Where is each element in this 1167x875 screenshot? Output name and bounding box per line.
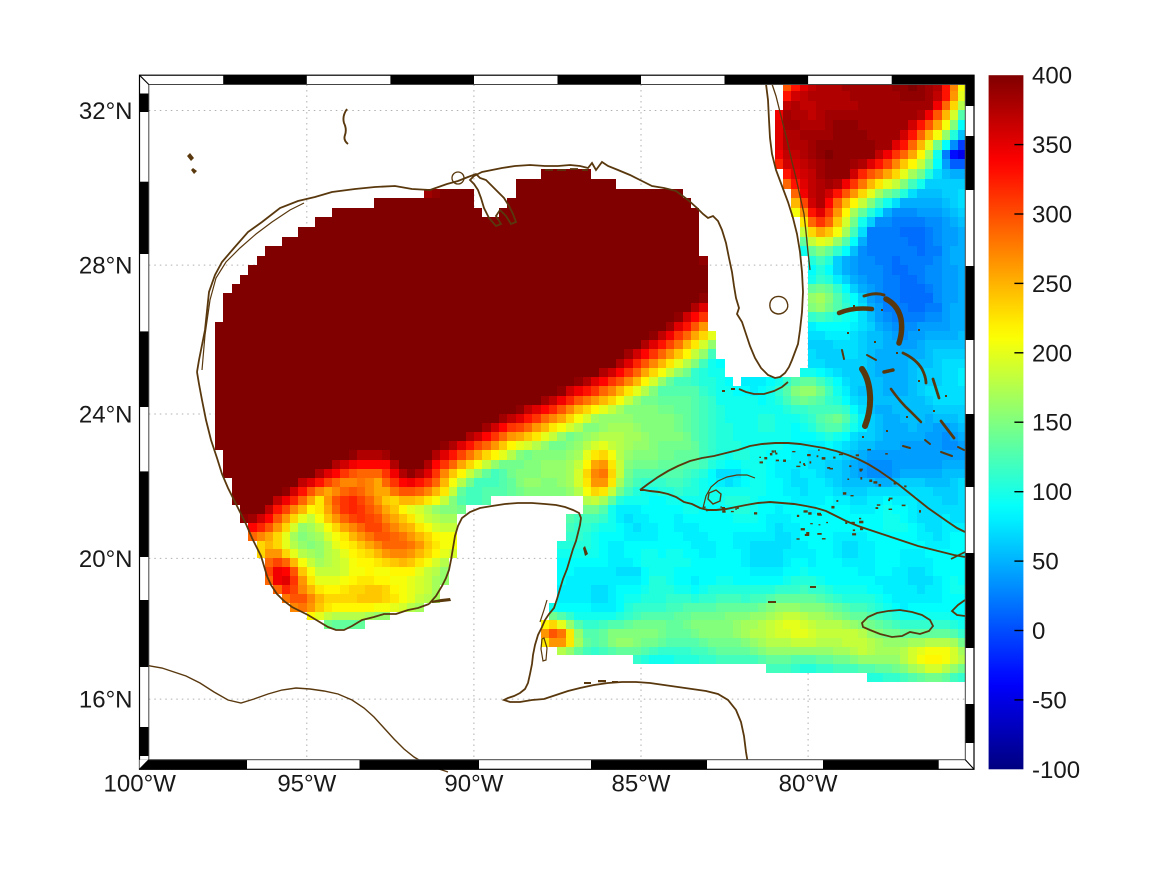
svg-text:250: 250 [1032,271,1072,298]
svg-text:-100: -100 [1032,757,1080,784]
svg-text:0: 0 [1032,618,1045,645]
svg-text:100: 100 [1032,479,1072,506]
svg-text:95°W: 95°W [277,771,336,798]
svg-text:150: 150 [1032,410,1072,437]
svg-text:32°N: 32°N [79,98,133,125]
svg-text:50: 50 [1032,549,1059,576]
svg-text:80°W: 80°W [779,771,838,798]
svg-text:350: 350 [1032,132,1072,159]
svg-text:16°N: 16°N [79,687,133,714]
svg-text:24°N: 24°N [79,402,133,429]
svg-text:85°W: 85°W [612,771,671,798]
svg-text:28°N: 28°N [79,253,133,280]
svg-text:90°W: 90°W [444,771,503,798]
svg-text:300: 300 [1032,202,1072,229]
svg-text:400: 400 [1032,63,1072,90]
svg-text:100°W: 100°W [104,771,177,798]
svg-text:200: 200 [1032,340,1072,367]
svg-text:20°N: 20°N [79,546,133,573]
svg-text:-50: -50 [1032,687,1067,714]
